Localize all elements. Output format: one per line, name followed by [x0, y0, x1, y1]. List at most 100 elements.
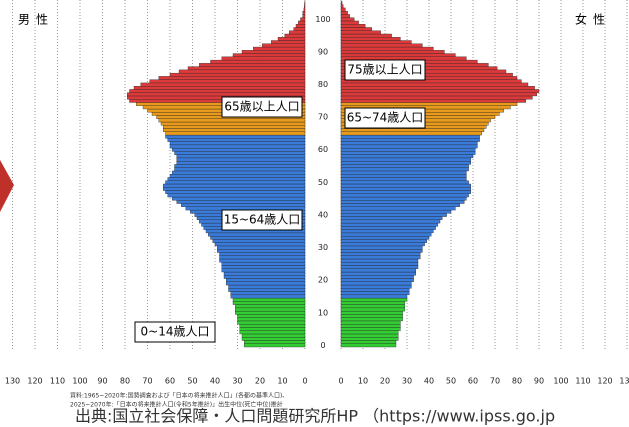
- bar: [340, 213, 447, 217]
- bar: [340, 324, 401, 328]
- bar: [158, 118, 306, 123]
- female-label: 女性: [575, 12, 611, 27]
- bar: [167, 177, 306, 181]
- x-tick-label: 70: [142, 377, 152, 386]
- x-tick-label: 80: [120, 377, 130, 386]
- bar: [340, 333, 399, 338]
- bar: [340, 320, 401, 325]
- labels-layer: 0 10 20 30 40 50 60 70 80 90 100 75歳以上人口 65~74歳人口 65歳…: [134, 15, 426, 350]
- bar: [340, 1, 343, 5]
- annotation: 75歳以上人口: [347, 63, 422, 77]
- bar: [340, 291, 410, 296]
- annotation: 15~64歳人口: [224, 213, 301, 227]
- bar: [235, 310, 306, 315]
- bar: [172, 170, 306, 175]
- bar: [167, 193, 306, 198]
- bar: [340, 85, 535, 90]
- source-note: 2025~2070年:「日本の将来推計人口(令和5年推計)」出生中位(死亡中位)…: [70, 401, 283, 409]
- bar: [237, 314, 306, 318]
- bar: [232, 301, 306, 305]
- bar: [340, 27, 372, 31]
- bar: [340, 281, 412, 286]
- bar: [340, 337, 399, 341]
- bar: [241, 337, 306, 341]
- bar: [271, 40, 306, 44]
- x-tick-label: 70: [490, 377, 500, 386]
- bar: [340, 43, 423, 48]
- bar: [140, 82, 306, 87]
- x-tick-label: 30: [402, 377, 412, 386]
- bar: [235, 304, 306, 309]
- bar: [340, 222, 438, 227]
- bar: [340, 245, 423, 250]
- bar: [277, 37, 306, 41]
- y-tick-label: 80: [318, 80, 328, 89]
- bar: [174, 164, 306, 168]
- bar: [340, 82, 529, 87]
- bar: [302, 14, 306, 18]
- x-tick-label: 10: [358, 377, 368, 386]
- bar: [172, 147, 306, 152]
- bar: [174, 151, 306, 155]
- y-tick-label: 30: [318, 243, 328, 252]
- bar: [160, 121, 306, 126]
- bar: [340, 226, 436, 230]
- source-note: 資料:1965~2020年:国勢調査および「日本の将来推計人口」(各都の基準人口…: [70, 392, 288, 400]
- bar: [340, 284, 412, 289]
- y-tick-label: 70: [318, 113, 328, 122]
- bar: [169, 174, 306, 178]
- bar: [172, 196, 306, 201]
- bar: [340, 157, 471, 162]
- bar: [340, 301, 405, 305]
- bar: [340, 229, 434, 234]
- annotation-box: [221, 209, 303, 231]
- x-tick-label: 0: [338, 377, 343, 386]
- bar: [340, 209, 452, 214]
- x-tick-label: 90: [97, 377, 107, 386]
- bar: [226, 281, 306, 286]
- y-tick-label: 0: [320, 341, 325, 350]
- bar: [165, 134, 306, 139]
- bar: [169, 72, 306, 77]
- annotation-box: [134, 321, 216, 343]
- bar: [340, 141, 478, 146]
- bar: [221, 56, 306, 61]
- x-tick-label: 100: [553, 377, 568, 386]
- bar: [340, 30, 381, 35]
- bar: [340, 187, 471, 191]
- bar: [340, 242, 425, 247]
- bar: [300, 17, 306, 22]
- x-tick-label: 0: [302, 377, 307, 386]
- bar: [214, 242, 306, 247]
- bar: [230, 291, 306, 296]
- bar: [340, 144, 478, 149]
- bar: [208, 232, 306, 237]
- bar: [340, 11, 348, 15]
- bar: [262, 43, 306, 48]
- bar: [340, 180, 469, 185]
- bar: [217, 249, 306, 253]
- bar: [340, 33, 392, 38]
- bar: [221, 268, 306, 273]
- bar: [149, 79, 306, 84]
- bar: [340, 275, 414, 279]
- x-tick-label: 110: [50, 377, 65, 386]
- bar: [340, 304, 405, 309]
- bar: [244, 343, 306, 348]
- y-tick-label: 100: [315, 15, 330, 24]
- bar: [176, 157, 306, 162]
- x-tick-label: 40: [424, 377, 434, 386]
- bar: [219, 255, 306, 260]
- x-tick-label: 120: [597, 377, 612, 386]
- bar: [340, 17, 355, 22]
- bar: [223, 271, 306, 276]
- bar: [340, 330, 399, 335]
- bar: [127, 92, 306, 97]
- bar: [129, 89, 306, 93]
- grid-layer: 0 0 10 10 20 20 30 30 40 40 50 50 60 60 70 70 80 80 90 90 10…: [5, 0, 629, 386]
- bar: [340, 294, 408, 299]
- x-tick-label: 50: [446, 377, 456, 386]
- y-tick-label: 60: [318, 145, 328, 154]
- x-tick-label: 90: [534, 377, 544, 386]
- bar: [165, 190, 306, 194]
